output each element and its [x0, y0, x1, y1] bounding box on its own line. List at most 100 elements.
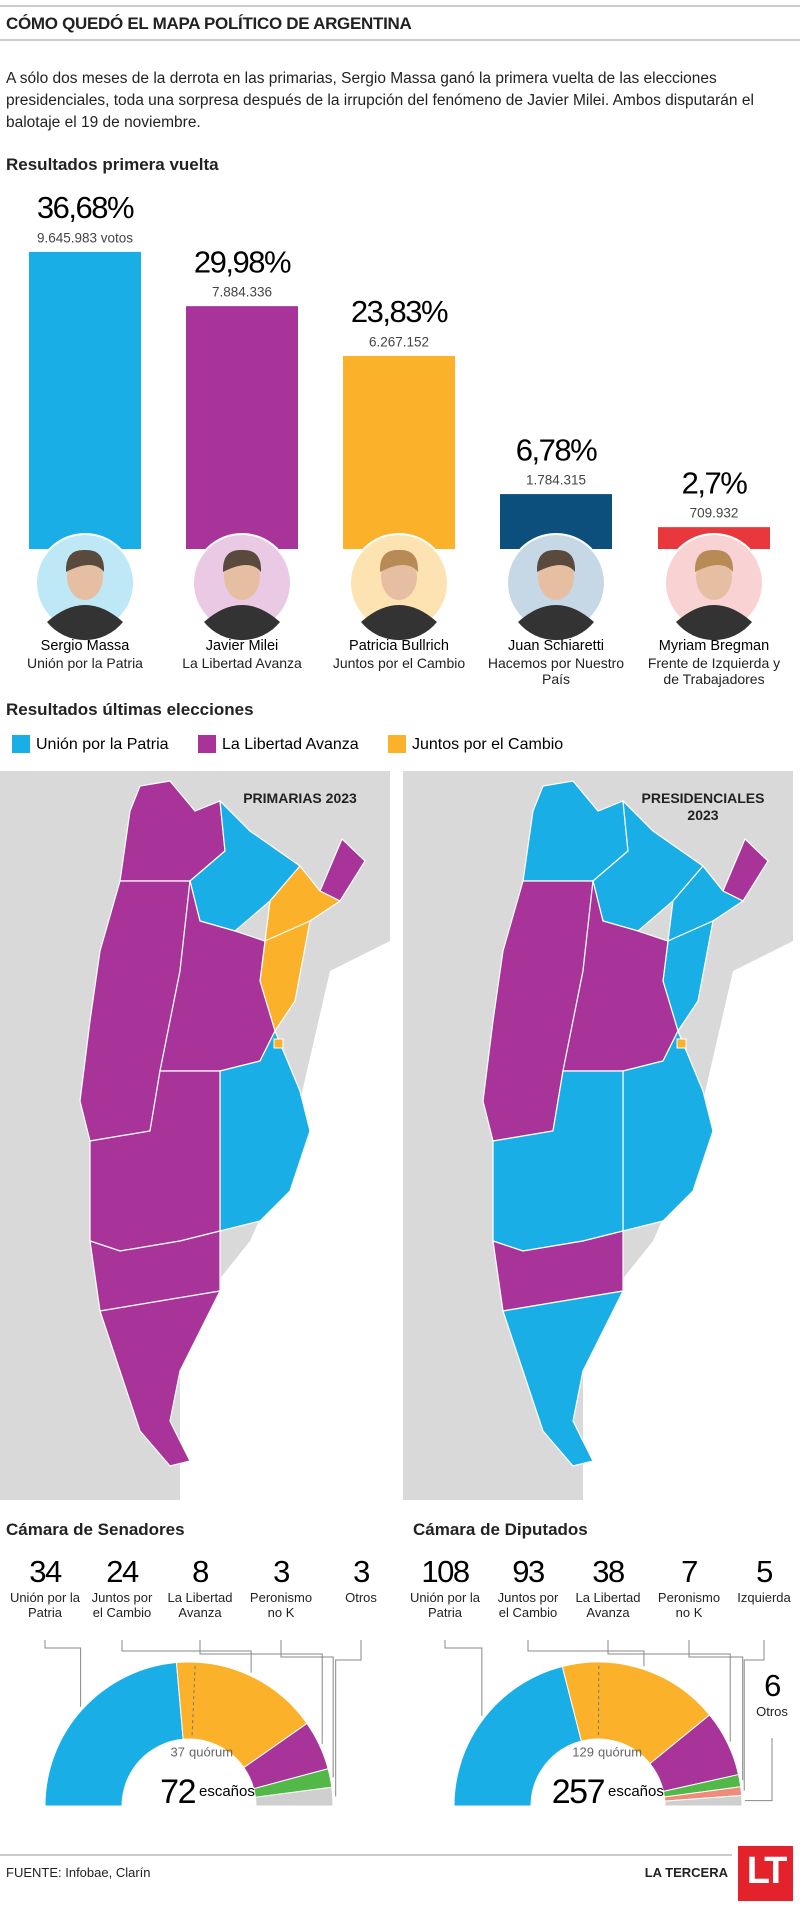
- seat-segment: [664, 1794, 743, 1807]
- party-name: Juntos por el Cambio: [332, 655, 466, 671]
- seat-segment: [44, 1662, 184, 1807]
- province: [676, 1038, 687, 1049]
- seat-count: 6: [764, 1668, 780, 1703]
- leader-line: [743, 1640, 765, 1791]
- quorum-label: quórum: [598, 1744, 642, 1759]
- seat-segment: [453, 1665, 582, 1807]
- province: [273, 1038, 284, 1049]
- legend-label: Juntos por el Cambio: [412, 736, 563, 753]
- seat-count: 7: [681, 1554, 697, 1589]
- party-name: Hacemos por Nuestro País: [487, 655, 625, 687]
- party-label: Peronismo no K: [249, 1590, 313, 1620]
- intro: A sólo dos meses de la derrota en las pr…: [6, 70, 754, 131]
- seat-count: 24: [106, 1554, 139, 1589]
- section-title: Cámara de Senadores: [6, 1520, 185, 1539]
- photo-hair: [536, 549, 576, 572]
- photo-shoulders: [361, 605, 437, 641]
- candidate-name: Javier Milei: [206, 638, 279, 654]
- brand: LA TERCERA: [644, 1865, 728, 1880]
- seat-count: 3: [353, 1554, 369, 1589]
- leader-line: [527, 1640, 645, 1667]
- photo-shoulders: [47, 605, 123, 641]
- quorum-number: 129: [572, 1744, 594, 1759]
- party-label: Izquierda: [737, 1590, 791, 1605]
- party-label: Peronismo no K: [657, 1590, 721, 1620]
- legend-label: La Libertad Avanza: [222, 736, 359, 753]
- seat-segment: [175, 1661, 308, 1769]
- leader-line: [688, 1640, 744, 1781]
- candidate-name: Juan Schiaretti: [508, 638, 604, 654]
- party-label: La Libertad Avanza: [575, 1590, 641, 1620]
- seat-count: 34: [29, 1554, 62, 1589]
- value-label: 2,7%: [682, 465, 748, 500]
- section-title: Resultados primera vuelta: [6, 155, 219, 174]
- seat-segment: [561, 1661, 711, 1765]
- total-seats: 257: [552, 1773, 605, 1811]
- value-label: 29,98%: [194, 244, 291, 279]
- photo-hair: [65, 549, 105, 572]
- map: [79, 780, 366, 1467]
- seat-count: 8: [192, 1554, 208, 1589]
- sea: [180, 941, 390, 1500]
- seat-segment: [254, 1786, 334, 1807]
- party-label: Unión por la Patria: [409, 1590, 481, 1620]
- seat-count: 3: [273, 1554, 289, 1589]
- title: CÓMO QUEDÓ EL MAPA POLÍTICO DE ARGENTINA: [6, 14, 412, 33]
- section-title: Resultados últimas elecciones: [6, 700, 254, 719]
- votes-label: 6.267.152: [369, 335, 429, 350]
- votes-label: 7.884.336: [212, 285, 272, 300]
- seat-count: 93: [512, 1554, 544, 1589]
- seat-count: 108: [421, 1554, 468, 1589]
- seat-count: 5: [756, 1554, 772, 1589]
- value-label: 23,83%: [351, 294, 448, 329]
- votes-label: 709.932: [690, 506, 739, 521]
- bar: [343, 355, 455, 549]
- map-title: PRESIDENCIALES 2023: [641, 790, 765, 823]
- bar: [29, 251, 141, 549]
- legend-swatch: [388, 735, 406, 753]
- leader-line: [607, 1640, 731, 1742]
- party-name: La Libertad Avanza: [182, 655, 302, 671]
- leader-line: [280, 1640, 334, 1778]
- party-name: Unión por la Patria: [27, 655, 143, 671]
- photo-hair: [379, 549, 419, 572]
- candidate-name: Sergio Massa: [41, 638, 131, 654]
- photo-shoulders: [676, 605, 752, 641]
- seat-count: 38: [592, 1554, 624, 1589]
- section-title: Cámara de Diputados: [413, 1520, 588, 1539]
- legend-label: Unión por la Patria: [36, 736, 169, 753]
- party-label: Otros: [345, 1590, 377, 1605]
- logo-box: [738, 1846, 793, 1901]
- map: [482, 780, 769, 1467]
- candidate-name: Patricia Bullrich: [349, 638, 449, 654]
- photo-shoulders: [204, 605, 280, 641]
- map-title: PRIMARIAS 2023: [243, 790, 357, 806]
- sea: [583, 941, 793, 1500]
- total-label: escaños: [199, 1783, 255, 1800]
- votes-label: 9.645.983 votos: [37, 230, 133, 245]
- leader-line: [121, 1640, 252, 1673]
- source: FUENTE: Infobae, Clarín: [6, 1865, 151, 1880]
- total-seats: 72: [160, 1773, 195, 1811]
- leader-line: [744, 1738, 773, 1802]
- party-name: Frente de Izquierda y de Trabajadores: [647, 655, 781, 687]
- party-label: Juntos por el Cambio: [497, 1590, 559, 1620]
- party-label: La Libertad Avanza: [167, 1590, 233, 1620]
- party-label: Otros: [756, 1704, 788, 1719]
- photo-shoulders: [518, 605, 594, 641]
- photo-hair: [222, 549, 262, 572]
- quorum-label: quórum: [189, 1744, 233, 1759]
- candidate-name: Myriam Bregman: [659, 638, 769, 654]
- party-label: Juntos por el Cambio: [91, 1590, 153, 1620]
- value-label: 6,78%: [516, 432, 597, 467]
- legend-swatch: [198, 735, 216, 753]
- leader-line: [44, 1640, 82, 1707]
- leader-line: [199, 1640, 323, 1744]
- votes-label: 1.784.315: [526, 473, 586, 488]
- leader-line: [444, 1640, 483, 1716]
- province: [99, 1290, 222, 1467]
- total-label: escaños: [608, 1783, 664, 1800]
- province: [502, 1290, 625, 1467]
- quorum-number: 37: [171, 1744, 185, 1759]
